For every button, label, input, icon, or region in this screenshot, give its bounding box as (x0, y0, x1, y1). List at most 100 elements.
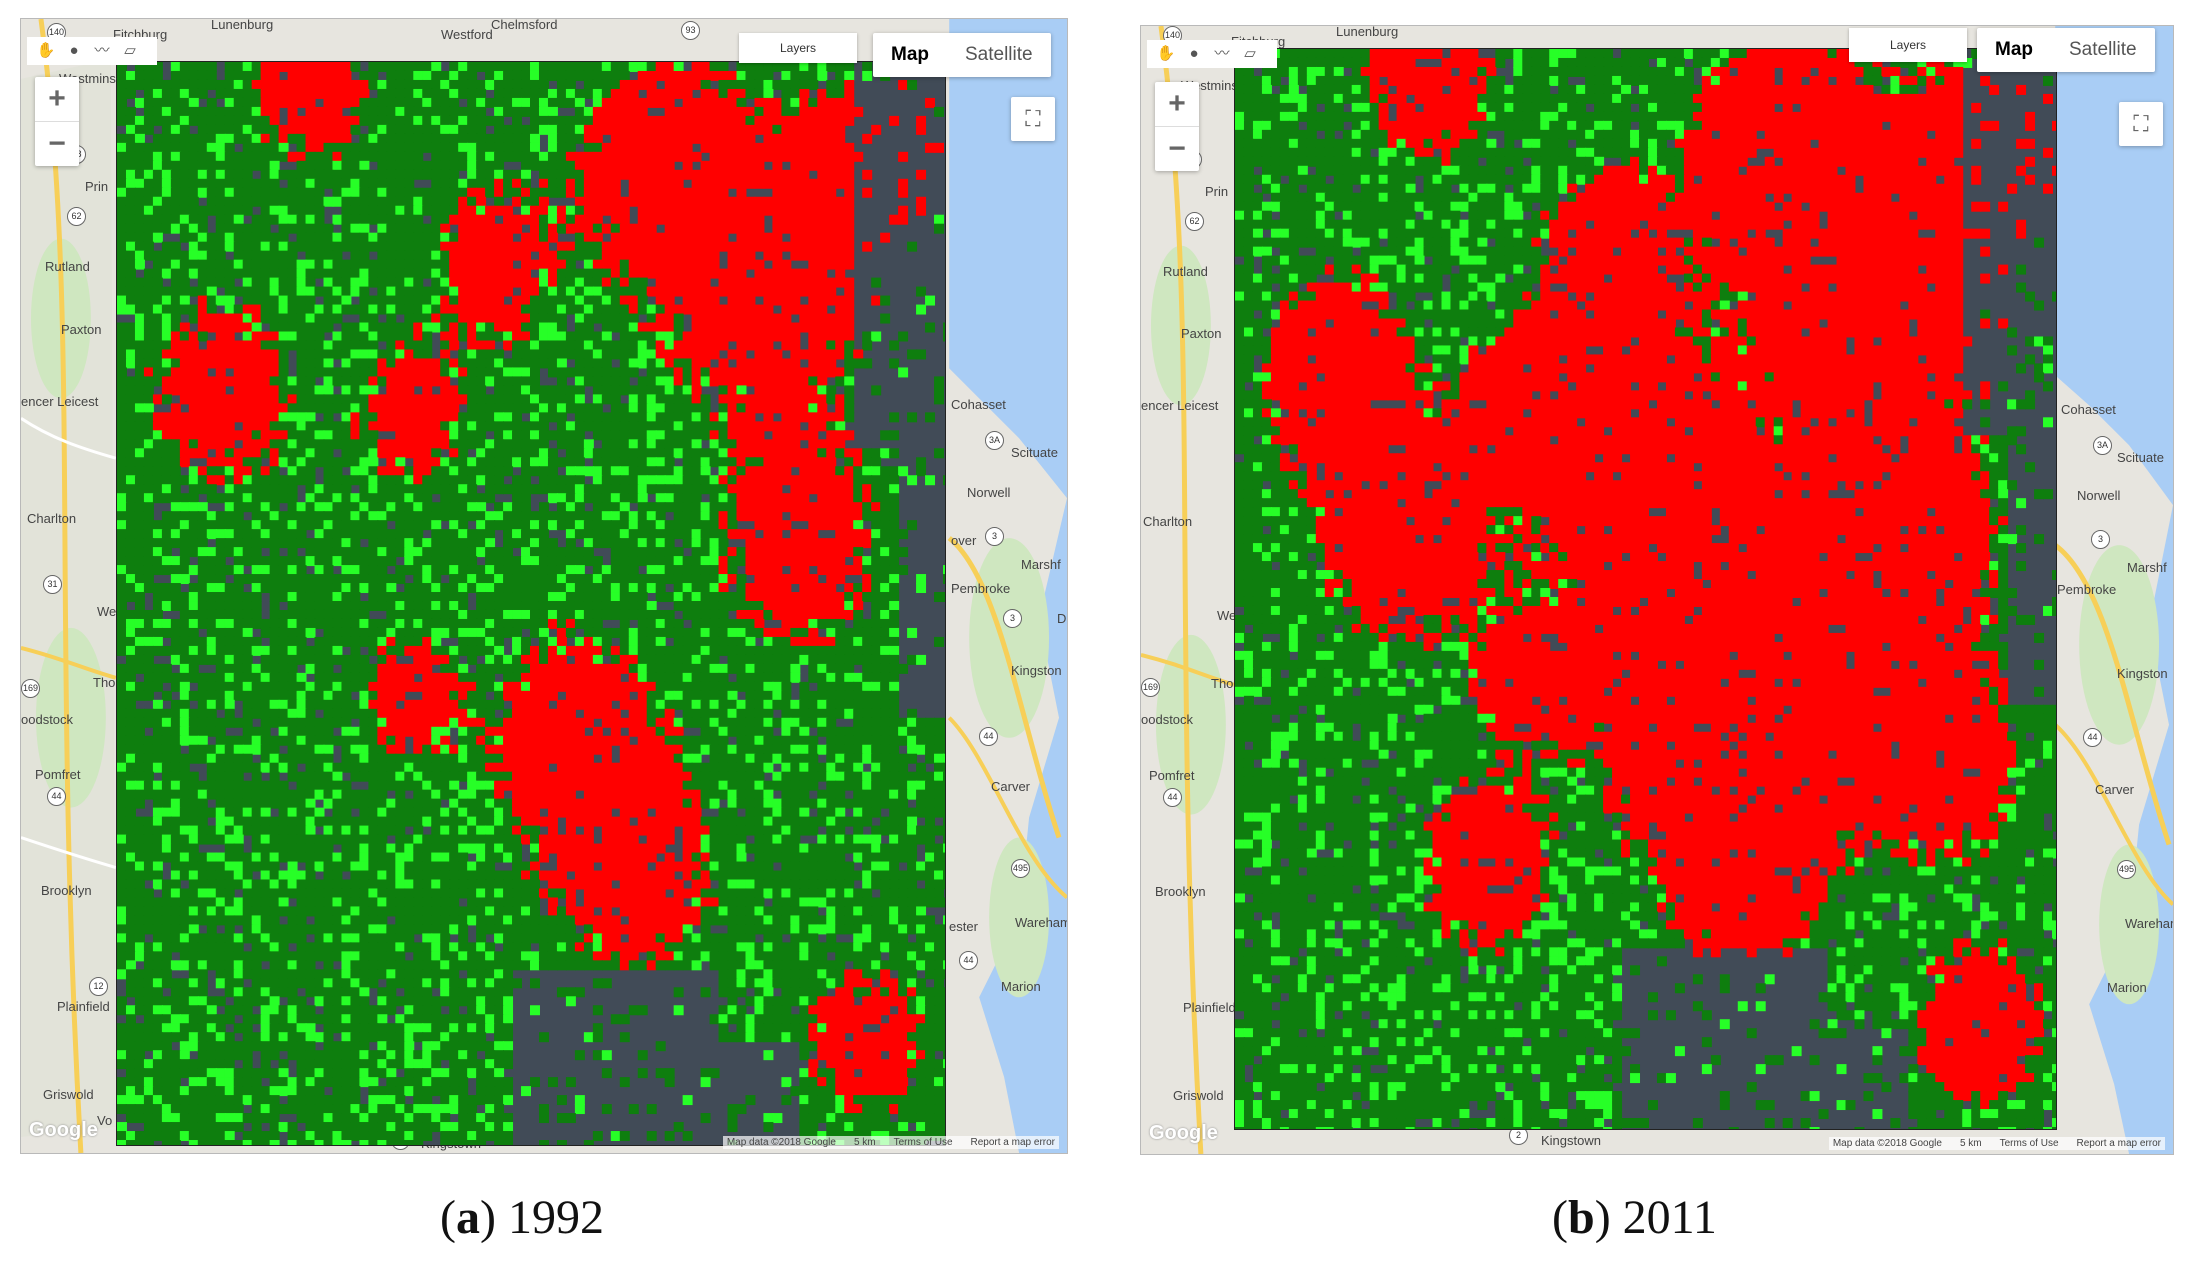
landcover-cell (314, 574, 325, 585)
landcover-cell (664, 286, 675, 297)
landcover-cell (763, 493, 774, 504)
landcover-cell (422, 169, 433, 180)
landcover-cell (188, 62, 199, 72)
landcover-cell (215, 88, 226, 99)
landcover-cell (242, 430, 253, 441)
landcover-cell (583, 62, 594, 72)
landcover-cell (844, 547, 855, 558)
landcover-cell (422, 547, 433, 558)
landcover-cell (754, 457, 765, 468)
landcover-cell (359, 349, 370, 360)
landcover-cell (745, 214, 756, 225)
landcover-cell (745, 358, 756, 369)
landcover-cell (610, 520, 621, 531)
landcover-cell (359, 286, 370, 297)
landcover-cell (574, 583, 585, 594)
landcover-cell (530, 376, 540, 387)
landcover-cell (691, 547, 702, 558)
landcover-cell (574, 151, 585, 162)
landcover-cell (709, 547, 720, 558)
landcover-cell (592, 79, 603, 90)
landcover-cell (934, 448, 945, 459)
landcover-cell (754, 214, 765, 225)
landcover-cell (907, 475, 918, 486)
landcover-cell (242, 502, 253, 513)
landcover-cell (431, 70, 442, 81)
landcover-cell (844, 304, 855, 315)
landcover-cell (161, 115, 172, 126)
landcover-cell (395, 376, 406, 387)
landcover-cell (826, 241, 837, 252)
landcover-cell (637, 511, 648, 522)
landcover-cell (188, 601, 199, 611)
landcover-cell (485, 609, 496, 620)
landcover-cell (547, 106, 558, 117)
landcover-cell (449, 493, 460, 504)
landcover-cell (844, 160, 855, 171)
landcover-cell (826, 439, 837, 450)
landcover-cell (152, 313, 163, 324)
landcover-cell (242, 475, 253, 486)
landcover-cell (188, 565, 199, 576)
landcover-cell (547, 268, 558, 279)
landcover-cell (143, 178, 154, 189)
landcover-cell (637, 484, 648, 495)
landcover-cell (709, 304, 720, 315)
landcover-cell (296, 313, 307, 324)
landcover-cell (844, 88, 855, 99)
landcover-cell (188, 115, 199, 126)
landcover-cell (745, 367, 756, 378)
landcover-cell (206, 430, 217, 441)
landcover-cell (709, 313, 720, 324)
landcover-cell (772, 268, 783, 279)
landcover-cell (700, 214, 711, 225)
landcover-cell (260, 133, 271, 144)
landcover-cell (844, 385, 855, 396)
landcover-cell (673, 313, 684, 324)
landcover-cell (781, 286, 792, 297)
landcover-cell (485, 97, 496, 108)
landcover-cell (458, 457, 469, 468)
landcover-cell (269, 466, 280, 477)
landcover-cell (512, 313, 523, 324)
landcover-cell (727, 151, 738, 162)
landcover-cell (682, 259, 693, 270)
landcover-cell (530, 430, 540, 441)
landcover-cell (655, 331, 666, 342)
landcover-cell (817, 286, 828, 297)
landcover-cell (485, 547, 496, 558)
landcover-cell (323, 627, 334, 638)
landcover-cell (224, 538, 235, 549)
landcover-cell (862, 583, 873, 594)
landcover-cell (458, 331, 469, 342)
landcover-cell (404, 627, 415, 638)
landcover-cell (790, 349, 801, 360)
landcover-cell (242, 403, 253, 414)
landcover-cell (260, 178, 271, 189)
landcover-cell (161, 322, 172, 333)
landcover-cell (431, 205, 442, 216)
landcover-cell (727, 574, 738, 585)
landcover-cell (808, 511, 819, 522)
landcover-cell (440, 124, 451, 135)
landcover-cell (242, 178, 253, 189)
landcover-cell (583, 618, 594, 629)
landcover-cell (170, 70, 181, 81)
landcover-cell (718, 367, 729, 378)
landcover-cell (260, 169, 271, 180)
landcover-cell (305, 627, 316, 638)
landcover-cell (314, 601, 325, 611)
landcover-cell (458, 601, 469, 611)
landcover-cell (691, 430, 702, 441)
landcover-cell (341, 385, 352, 396)
landcover-cell (206, 313, 217, 324)
landcover-cell (431, 62, 442, 72)
landcover-cell (278, 232, 289, 243)
landcover-cell (341, 151, 352, 162)
landcover-cell (745, 547, 756, 558)
landcover-cell (943, 331, 945, 342)
landcover-cell (395, 403, 406, 414)
map-frame[interactable]: Lunenburg Fitchburg Chelmsford Westford … (20, 18, 1068, 1154)
landcover-cell (359, 556, 370, 567)
landcover-cell (727, 376, 738, 387)
